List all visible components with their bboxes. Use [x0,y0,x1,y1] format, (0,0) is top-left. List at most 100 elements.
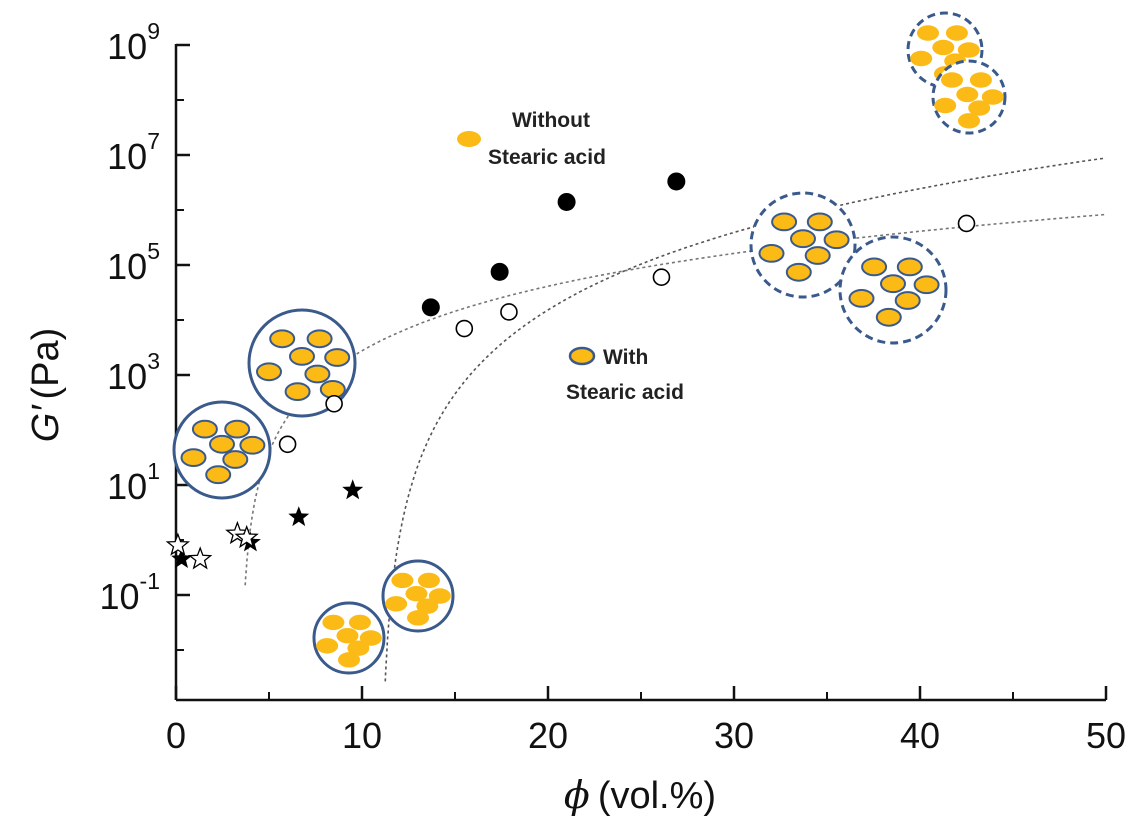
cluster-illustrations [172,11,1007,675]
particle [428,588,451,604]
particle [324,348,351,367]
particle [385,596,408,612]
particle [180,448,207,468]
legend-coated-particle-icon [568,346,596,366]
particle [391,572,414,589]
data-point-without-stearic-acid [557,192,576,211]
x-tick-label: 30 [714,715,754,756]
coated-cluster-dispersed [838,235,948,345]
particle [269,329,296,349]
particle [848,289,875,308]
particle [934,97,957,114]
y-tick-label: 101 [107,458,160,507]
particle [958,113,980,129]
fit-curve [384,157,1107,682]
particle [359,630,382,646]
legend-particle-icon [457,131,481,147]
particle [347,640,370,656]
y-axis-unit: (Pa) [25,328,67,400]
particle [256,362,282,382]
particle [896,257,923,277]
particle [771,212,798,232]
particle [205,465,232,485]
particle [785,262,812,282]
data-point-with-stearic-acid [455,319,474,338]
data-point-with-stearic-acid [500,303,518,321]
particle [880,274,906,294]
data-point-with-stearic-acid [652,268,671,287]
particle [941,72,963,88]
coated-cluster-dispersed [749,191,857,299]
y-tick-label: 10-1 [100,568,161,617]
particle [894,291,921,310]
particle [806,212,833,232]
y-axis-symbol: G′ [25,404,67,443]
data-point-open-star [187,546,213,570]
legend-without-stearic-acid: Without Stearic acid [457,109,606,169]
data-point-filled-star [171,548,192,568]
coated-cluster [172,400,272,500]
particle [289,347,315,366]
uncoated-cluster [312,601,386,675]
data-point-without-stearic-acid [667,172,686,191]
y-ticks: 109 107 105 103 101 10-1 [100,18,190,651]
particle [790,229,816,249]
coated-cluster [247,308,357,418]
data-point-filled-star [288,506,310,527]
particle [322,614,345,631]
x-tick-label: 10 [342,715,382,756]
fit-curves [244,157,1107,682]
x-ticks: 0 10 20 30 40 50 [166,686,1126,756]
y-tick-label: 109 [107,18,160,67]
legend-label-line1: With [603,346,648,369]
particle [209,434,235,454]
y-tick-label: 107 [107,128,160,177]
particle [304,364,331,384]
particle [239,435,266,455]
particle [191,419,218,439]
data-points [165,172,976,570]
particle [222,450,249,469]
legend: Without Stearic acid With Stearic acid [457,109,684,404]
particle [224,419,251,439]
particle [416,598,439,614]
particle [316,638,339,654]
particle [969,72,992,88]
y-axis-title: G′ (Pa) [25,328,67,442]
x-tick-label: 0 [166,715,186,756]
data-point-with-stearic-acid [957,214,976,233]
particle [823,230,850,250]
particle [957,42,980,58]
data-point-open-star [165,532,191,556]
particle [417,572,440,589]
particle [945,25,968,41]
legend-label-line2: Stearic acid [566,381,684,404]
particle [338,652,360,668]
legend-with-stearic-acid: With Stearic acid [566,346,684,404]
legend-label-line1: Without [512,109,590,132]
particle [910,50,933,67]
particle [804,246,831,265]
legend-label-line2: Stearic acid [488,146,606,169]
x-tick-label: 50 [1086,715,1126,756]
particle [875,307,902,327]
particle [956,86,979,103]
particle [405,585,428,602]
particle [917,25,939,41]
uncoated-cluster [381,559,455,633]
data-point-filled-star [342,479,364,500]
uncoated-cluster-dense [931,59,1007,135]
particle [861,257,888,277]
axes: 0 10 20 30 40 50 109 107 105 103 101 10-1 [100,18,1127,756]
particle [306,329,333,349]
x-axis-unit: (vol.%) [598,775,716,817]
particle [348,614,371,631]
particle [913,275,940,295]
particle [758,244,785,263]
x-tick-label: 40 [900,715,940,756]
data-point-without-stearic-acid [421,298,440,317]
x-axis-title: ϕ (vol.%) [564,773,716,817]
particle [336,627,359,644]
particle [981,89,1004,105]
